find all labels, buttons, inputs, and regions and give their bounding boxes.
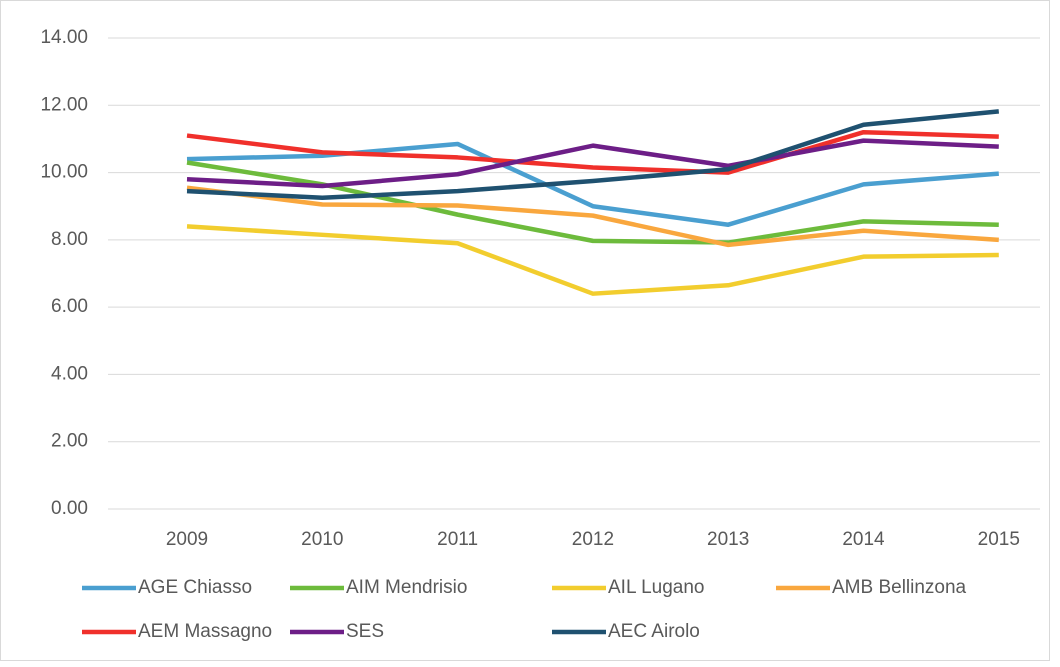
legend-label: AIL Lugano — [608, 577, 705, 598]
y-tick-label: 8.00 — [51, 229, 88, 250]
series-line — [186, 185, 999, 248]
y-tick-label: 6.00 — [51, 296, 88, 317]
x-tick-label: 2014 — [842, 529, 885, 550]
legend-label: AEM Massagno — [138, 621, 272, 642]
legend-label: AIM Mendrisio — [346, 577, 467, 598]
legend-label: AEC Airolo — [608, 621, 700, 642]
legend-label: SES — [346, 621, 384, 642]
x-tick-label: 2011 — [437, 529, 478, 550]
legend-label: AMB Bellinzona — [832, 577, 967, 598]
x-tick-label: 2010 — [301, 529, 343, 550]
x-tick-label: 2015 — [978, 529, 1020, 550]
series-line — [186, 224, 999, 296]
series-line — [186, 138, 999, 189]
series-line — [186, 141, 999, 227]
y-tick-label: 4.00 — [51, 363, 88, 384]
x-tick-label: 2012 — [572, 529, 614, 550]
legend-label: AGE Chiasso — [138, 577, 252, 598]
y-tick-label: 14.00 — [40, 27, 88, 48]
y-tick-label: 0.00 — [51, 498, 88, 519]
y-tick-label: 12.00 — [40, 94, 88, 115]
series-line — [186, 109, 1000, 201]
series-line — [186, 129, 999, 175]
x-tick-label: 2013 — [707, 529, 749, 550]
y-tick-label: 10.00 — [40, 162, 88, 183]
x-tick-label: 2009 — [166, 529, 208, 550]
y-tick-label: 2.00 — [51, 431, 88, 452]
